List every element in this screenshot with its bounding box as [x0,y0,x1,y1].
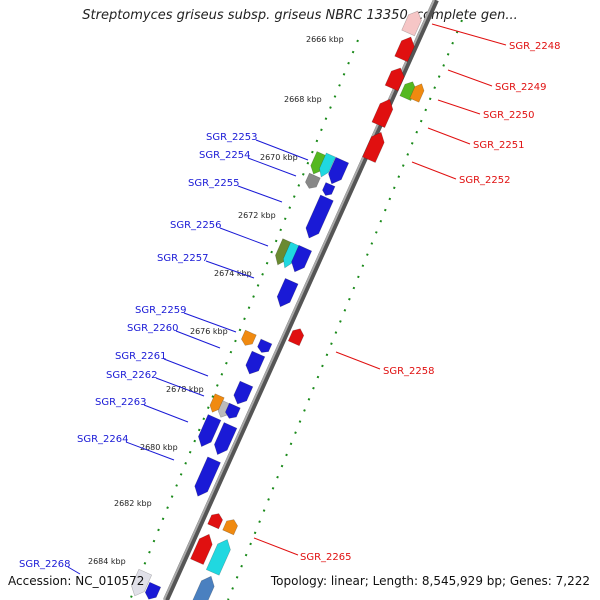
gene-arrow[interactable] [143,581,162,600]
label-leader-line [205,260,255,279]
gene-arrow[interactable] [190,531,216,565]
scale-track-right [227,19,463,600]
gene-label[interactable]: SGR_2254 [199,150,251,161]
gene-arrow[interactable] [394,34,418,63]
gene-arrow[interactable] [195,414,222,450]
gene-arrow[interactable] [128,568,153,598]
kbp-marker: 2680 kbp [140,443,178,452]
gene-arrow[interactable] [304,172,321,191]
label-leader-line [411,161,457,180]
gene-arrow[interactable] [409,82,426,103]
gene-label[interactable]: SGR_2265 [300,552,352,563]
scale-track-left [129,39,359,600]
label-leader-line [155,377,205,397]
label-leader-line [67,566,81,575]
gene-arrow[interactable] [207,511,225,530]
gene-label[interactable]: SGR_2263 [95,397,147,408]
gene-label[interactable]: SGR_2260 [127,323,179,334]
gene-label[interactable]: SGR_2258 [383,366,435,377]
label-leader-line [255,139,309,161]
gene-label[interactable]: SGR_2251 [473,140,525,151]
gene-label[interactable]: SGR_2250 [483,110,535,121]
label-leader-line [247,157,297,177]
gene-arrow[interactable] [325,156,350,186]
genome-summary-text: Topology: linear; Length: 8,545,929 bp; … [270,574,590,588]
gene-arrow[interactable] [192,573,218,600]
gene-arrow[interactable] [224,402,241,421]
kbp-marker: 2672 kbp [238,211,276,220]
label-leader-line [183,312,237,333]
gene-arrow[interactable] [191,456,221,499]
gene-arrow[interactable] [321,182,336,197]
label-leader-line [219,227,269,247]
gene-arrow[interactable] [274,277,299,309]
gene-arrow[interactable] [243,350,266,377]
label-leader-line [237,185,283,203]
gene-label[interactable]: SGR_2257 [157,253,209,264]
kbp-marker: 2668 kbp [284,95,322,104]
label-leader-line [427,127,471,145]
gene-arrow[interactable] [208,393,225,415]
label-leader-line [253,537,299,556]
gene-label[interactable]: SGR_2253 [206,132,258,143]
gene-arrow[interactable] [288,244,313,274]
label-leader-line [335,351,381,370]
gene-arrow[interactable] [371,96,396,129]
gene-arrow[interactable] [317,152,336,179]
kbp-marker: 2684 kbp [88,557,126,566]
gene-arrow[interactable] [240,329,257,348]
gene-arrow[interactable] [287,326,305,347]
label-leader-line [163,358,209,377]
label-leader-line [431,23,507,46]
gene-label[interactable]: SGR_2248 [509,41,561,52]
gene-arrow[interactable] [211,422,238,458]
label-leader-line [447,69,493,87]
gene-label[interactable]: SGR_2268 [19,559,71,570]
kbp-marker: 2666 kbp [306,35,344,44]
gene-label[interactable]: SGR_2256 [170,220,222,231]
kbp-marker: 2682 kbp [114,499,152,508]
kbp-marker: 2676 kbp [190,327,228,336]
gene-label[interactable]: SGR_2255 [188,178,240,189]
gene-arrow[interactable] [280,241,301,270]
label-leader-line [125,441,175,461]
gene-label[interactable]: SGR_2259 [135,305,187,316]
gene-arrow[interactable] [303,194,334,241]
kbp-marker: 2670 kbp [260,153,298,162]
gene-arrow[interactable] [401,8,425,37]
gene-arrow[interactable] [222,517,240,536]
gene-arrow[interactable] [205,537,233,576]
gene-arrow[interactable] [256,338,273,355]
kbp-marker: 2674 kbp [214,269,252,278]
gene-arrow[interactable] [216,400,233,420]
gene-arrow[interactable] [231,380,254,407]
gene-label[interactable]: SGR_2261 [115,351,167,362]
gene-label[interactable]: SGR_2252 [459,175,511,186]
label-leader-line [143,404,189,423]
accession-text: Accession: NC_010572 [8,574,145,588]
label-leader-line [437,99,481,115]
gene-label[interactable]: SGR_2264 [77,434,129,445]
label-leader-line [175,330,221,349]
gene-label[interactable]: SGR_2249 [495,82,547,93]
kbp-marker: 2678 kbp [166,385,204,394]
gene-arrow[interactable] [384,65,407,92]
gene-arrow[interactable] [362,129,388,163]
gene-label[interactable]: SGR_2262 [106,370,158,381]
